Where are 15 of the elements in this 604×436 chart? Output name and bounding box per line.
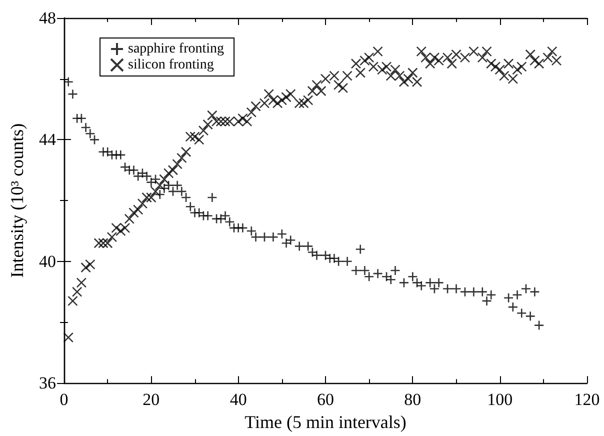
x-tick-label: 0	[60, 390, 68, 410]
x-tick-label: 80	[404, 390, 422, 410]
x-tick-label: 100	[487, 390, 513, 410]
legend-label: silicon fronting	[128, 58, 214, 72]
y-tick-label: 40	[39, 252, 56, 271]
y-tick-label: 44	[39, 130, 56, 150]
y-tick-label: 48	[39, 8, 56, 28]
legend-label: sapphire fronting	[128, 42, 224, 56]
y-tick-label: 36	[39, 374, 56, 393]
y-axis-title: Intensity (10³ counts)	[7, 123, 27, 278]
x-axis-title: Time (5 min intervals)	[244, 412, 406, 432]
x-tick-label: 120	[574, 390, 600, 410]
x-tick-label: 40	[230, 390, 247, 410]
x-tick-label: 20	[142, 390, 160, 410]
x-tick-label: 60	[317, 390, 334, 410]
